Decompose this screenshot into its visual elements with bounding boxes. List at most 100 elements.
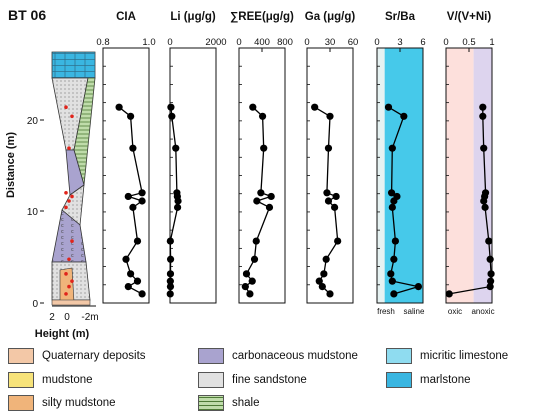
legend-label: carbonaceous mudstone bbox=[232, 350, 358, 362]
lithology-carbonaceous-mudstone-unit bbox=[52, 210, 86, 262]
data-point bbox=[166, 283, 175, 291]
sample-marker bbox=[64, 191, 68, 195]
quaternary-swatch-icon bbox=[8, 348, 34, 364]
x-tick-label: 0 bbox=[236, 37, 241, 48]
column-x-axis-label: Height (m) bbox=[35, 328, 90, 340]
data-point bbox=[129, 203, 137, 211]
x-tick-label: 0.8 bbox=[96, 37, 109, 48]
data-point bbox=[138, 290, 146, 298]
data-point bbox=[246, 290, 254, 298]
column-x-tick-label: -2m bbox=[81, 312, 98, 323]
fresh-zone bbox=[377, 48, 385, 303]
x-tick-label: 0.5 bbox=[462, 37, 475, 48]
sample-marker bbox=[64, 292, 68, 296]
panel-title: V/(V+Ni) bbox=[447, 11, 492, 23]
data-point bbox=[133, 277, 142, 285]
panel-4: Ga (μg/g) 0 30 60 bbox=[304, 11, 359, 304]
legend-item: Quaternary deposits bbox=[8, 348, 146, 364]
data-point bbox=[241, 283, 249, 291]
data-point bbox=[242, 270, 251, 278]
data-point bbox=[311, 103, 319, 111]
data-point bbox=[173, 203, 182, 211]
data-point bbox=[133, 237, 142, 245]
data-point bbox=[388, 144, 396, 152]
data-point bbox=[248, 277, 256, 285]
data-point bbox=[326, 112, 334, 120]
data-point bbox=[387, 189, 396, 197]
oxic-zone bbox=[446, 48, 474, 303]
x-annotation: oxic bbox=[448, 307, 462, 316]
lithology-column bbox=[51, 51, 96, 306]
data-point bbox=[127, 112, 135, 120]
data-point bbox=[253, 197, 261, 205]
data-point bbox=[166, 270, 175, 278]
fine-sandstone-swatch-icon bbox=[198, 372, 224, 388]
data-point bbox=[487, 270, 495, 278]
data-point bbox=[331, 203, 339, 211]
x-tick-label: 6 bbox=[420, 37, 425, 48]
data-point bbox=[487, 277, 495, 285]
sample-marker bbox=[64, 205, 68, 210]
legend-label: mudstone bbox=[42, 374, 93, 386]
y-tick-label: 20 bbox=[27, 116, 39, 127]
data-point bbox=[479, 112, 487, 120]
data-point bbox=[318, 283, 326, 291]
sample-marker bbox=[67, 257, 71, 262]
data-point bbox=[166, 237, 174, 245]
x-annotation: anoxic bbox=[471, 307, 494, 316]
x-tick-label: 3 bbox=[397, 37, 402, 48]
legend-item: silty mudstone bbox=[8, 395, 116, 411]
data-point bbox=[260, 144, 268, 152]
sample-markers bbox=[64, 105, 74, 296]
data-point bbox=[486, 283, 494, 291]
legend-label: micritic limestone bbox=[420, 350, 509, 362]
data-point bbox=[166, 290, 174, 298]
sample-marker bbox=[67, 146, 71, 150]
column-x-tick-label: 2 bbox=[49, 312, 55, 323]
data-point bbox=[326, 290, 334, 298]
saline-zone bbox=[384, 48, 423, 303]
sample-marker bbox=[67, 199, 71, 203]
legend-item: carbonaceous mudstone bbox=[198, 348, 358, 364]
panel-title: Li (μg/g) bbox=[170, 11, 216, 23]
data-point bbox=[257, 189, 265, 197]
data-point bbox=[479, 103, 487, 111]
data-point bbox=[115, 103, 123, 111]
sample-marker bbox=[67, 284, 71, 289]
lithology-fine-sandstone-unit bbox=[52, 78, 88, 150]
x-tick-label: 1.0 bbox=[142, 37, 155, 48]
data-point bbox=[267, 192, 275, 201]
panel-6: V/(V+Ni) 0 0.5 1 oxic anoxic bbox=[443, 11, 495, 316]
column-x-tick-label: 0 bbox=[64, 312, 70, 323]
legend-item: mudstone bbox=[8, 372, 93, 388]
sample-marker bbox=[70, 279, 74, 283]
x-tick-label: 60 bbox=[348, 37, 359, 48]
y-axis-label: Distance (m) bbox=[5, 132, 17, 198]
data-point bbox=[332, 192, 340, 201]
data-point bbox=[481, 189, 490, 197]
data-point bbox=[138, 189, 146, 197]
data-point bbox=[167, 103, 175, 111]
sample-marker bbox=[70, 239, 74, 243]
data-point bbox=[258, 112, 267, 120]
y-tick-label: 0 bbox=[32, 299, 38, 310]
chart-title: BT 06 bbox=[8, 7, 46, 23]
panel-frame bbox=[306, 47, 354, 304]
panel-title: CIA bbox=[116, 11, 136, 23]
data-point bbox=[390, 255, 398, 263]
data-point bbox=[400, 112, 408, 120]
data-point bbox=[166, 255, 175, 263]
sample-marker bbox=[64, 105, 68, 109]
x-annotation: fresh bbox=[377, 307, 395, 316]
mudstone-swatch-icon bbox=[8, 372, 34, 388]
legend-label: Quaternary deposits bbox=[42, 350, 146, 362]
data-point bbox=[480, 144, 488, 152]
data-point bbox=[388, 277, 396, 285]
data-point bbox=[124, 283, 132, 291]
panel-title: Ga (μg/g) bbox=[305, 11, 356, 23]
sample-marker bbox=[70, 194, 74, 199]
panel-3: ∑REE(μg/g) 0 400 800 bbox=[230, 11, 294, 304]
data-point bbox=[334, 237, 342, 245]
x-tick-label: 0 bbox=[167, 37, 172, 48]
